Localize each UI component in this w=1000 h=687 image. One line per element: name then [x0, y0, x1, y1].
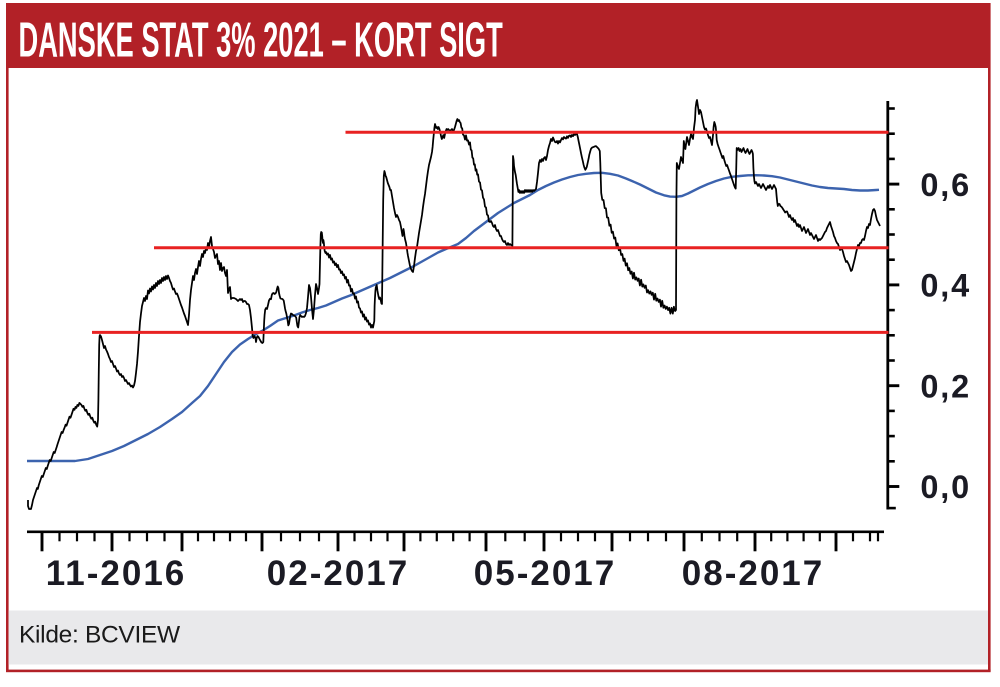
svg-text:05-2017: 05-2017	[474, 554, 616, 593]
svg-text:DANSKE STAT 3% 2021 – KORT SIG: DANSKE STAT 3% 2021 – KORT SIGT	[19, 13, 503, 67]
svg-text:11-2016: 11-2016	[46, 554, 187, 593]
svg-text:0,4: 0,4	[920, 268, 971, 304]
svg-text:02-2017: 02-2017	[267, 554, 409, 593]
svg-text:08-2017: 08-2017	[682, 554, 824, 593]
svg-text:Kilde: BCVIEW: Kilde: BCVIEW	[19, 622, 181, 649]
svg-text:0,6: 0,6	[920, 167, 971, 203]
svg-text:0,2: 0,2	[920, 368, 971, 404]
svg-text:0,0: 0,0	[920, 469, 971, 505]
